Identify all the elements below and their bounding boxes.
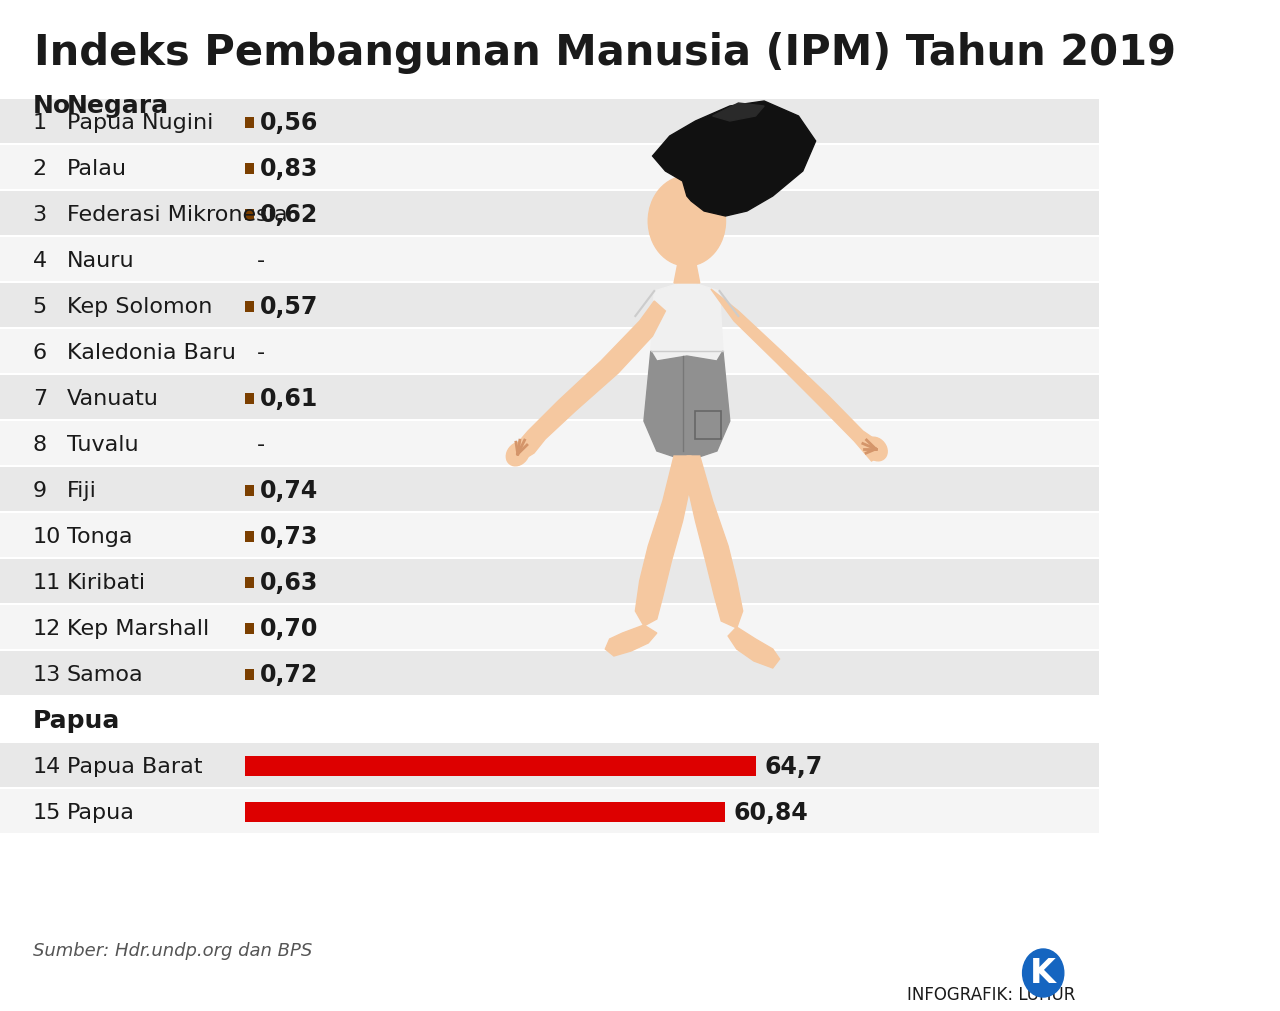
Bar bbox=[244, 117, 255, 128]
Text: Vanuatu: Vanuatu bbox=[67, 388, 159, 408]
Text: INFOGRAFIK: LUHUR: INFOGRAFIK: LUHUR bbox=[906, 985, 1075, 1003]
Text: No: No bbox=[32, 94, 70, 118]
Text: 10: 10 bbox=[32, 527, 61, 547]
Text: Fiji: Fiji bbox=[67, 480, 97, 500]
Text: 60,84: 60,84 bbox=[733, 801, 809, 824]
Text: Kep Solomon: Kep Solomon bbox=[67, 296, 212, 316]
Bar bbox=[0, 284, 1100, 328]
Bar bbox=[244, 164, 255, 174]
Text: 14: 14 bbox=[32, 756, 61, 776]
Text: Sumber: Hdr.undp.org dan BPS: Sumber: Hdr.undp.org dan BPS bbox=[32, 941, 312, 959]
Bar bbox=[695, 411, 721, 440]
Text: 7: 7 bbox=[32, 388, 47, 408]
Bar bbox=[244, 393, 255, 404]
Text: 8: 8 bbox=[32, 435, 47, 455]
Text: Negara: Negara bbox=[67, 94, 169, 118]
Bar bbox=[0, 698, 1100, 741]
Text: 0,57: 0,57 bbox=[260, 295, 319, 318]
Polygon shape bbox=[710, 290, 881, 462]
Bar bbox=[0, 330, 1100, 374]
Polygon shape bbox=[728, 628, 780, 668]
Text: 15: 15 bbox=[32, 802, 61, 822]
Text: Federasi Mikronesia: Federasi Mikronesia bbox=[67, 205, 288, 224]
Text: 6: 6 bbox=[32, 343, 47, 363]
Bar bbox=[244, 531, 255, 542]
Text: 1: 1 bbox=[32, 113, 47, 132]
Text: 12: 12 bbox=[32, 619, 61, 638]
Circle shape bbox=[648, 177, 726, 267]
Polygon shape bbox=[713, 104, 764, 122]
Text: Kiribati: Kiribati bbox=[67, 572, 146, 592]
Bar bbox=[244, 301, 255, 312]
Text: 11: 11 bbox=[32, 572, 61, 592]
Text: Palau: Palau bbox=[67, 159, 127, 179]
Text: -: - bbox=[257, 251, 265, 271]
Bar bbox=[0, 376, 1100, 420]
Text: 13: 13 bbox=[32, 664, 61, 684]
Text: 3: 3 bbox=[32, 205, 47, 224]
Circle shape bbox=[1023, 949, 1064, 997]
Bar bbox=[0, 606, 1100, 649]
Text: 0,73: 0,73 bbox=[260, 525, 319, 548]
Text: Papua: Papua bbox=[67, 802, 134, 822]
Text: 9: 9 bbox=[32, 480, 47, 500]
Bar bbox=[244, 623, 255, 634]
Text: 0,56: 0,56 bbox=[260, 111, 319, 134]
Polygon shape bbox=[515, 301, 666, 462]
Text: Papua: Papua bbox=[32, 709, 120, 732]
Text: 5: 5 bbox=[32, 296, 47, 316]
Text: 4: 4 bbox=[32, 251, 47, 271]
Polygon shape bbox=[635, 457, 691, 627]
Text: Tuvalu: Tuvalu bbox=[67, 435, 138, 455]
Text: 0,63: 0,63 bbox=[260, 570, 319, 594]
Text: 0,83: 0,83 bbox=[260, 157, 319, 181]
Bar bbox=[0, 790, 1100, 833]
Bar bbox=[244, 669, 255, 679]
Polygon shape bbox=[650, 282, 723, 411]
Polygon shape bbox=[644, 352, 730, 462]
Polygon shape bbox=[687, 457, 742, 629]
Bar bbox=[0, 467, 1100, 512]
Bar bbox=[0, 238, 1100, 282]
Text: 0,61: 0,61 bbox=[260, 386, 319, 410]
Bar bbox=[0, 192, 1100, 236]
Text: Kep Marshall: Kep Marshall bbox=[67, 619, 209, 638]
Polygon shape bbox=[605, 626, 657, 656]
Bar bbox=[0, 743, 1100, 788]
Text: 0,74: 0,74 bbox=[260, 478, 319, 502]
Bar bbox=[244, 802, 726, 822]
Text: Tonga: Tonga bbox=[67, 527, 132, 547]
Text: Nauru: Nauru bbox=[67, 251, 134, 271]
Text: Papua Nugini: Papua Nugini bbox=[67, 113, 214, 132]
Text: 0,62: 0,62 bbox=[260, 203, 319, 226]
Text: K: K bbox=[1030, 956, 1056, 990]
Polygon shape bbox=[653, 102, 815, 216]
Bar bbox=[0, 559, 1100, 604]
Text: -: - bbox=[257, 435, 265, 455]
Text: Papua Barat: Papua Barat bbox=[67, 756, 202, 776]
Bar bbox=[244, 485, 255, 496]
Bar bbox=[0, 422, 1100, 465]
Text: 2: 2 bbox=[32, 159, 47, 179]
Text: Kaledonia Baru: Kaledonia Baru bbox=[67, 343, 236, 363]
Bar bbox=[244, 577, 255, 588]
Bar bbox=[0, 146, 1100, 190]
Text: 0,70: 0,70 bbox=[260, 617, 319, 640]
Ellipse shape bbox=[507, 443, 529, 466]
Text: -: - bbox=[257, 343, 265, 363]
Bar bbox=[0, 651, 1100, 696]
Text: Samoa: Samoa bbox=[67, 664, 143, 684]
Text: Indeks Pembangunan Manusia (IPM) Tahun 2019: Indeks Pembangunan Manusia (IPM) Tahun 2… bbox=[35, 32, 1176, 74]
Bar bbox=[244, 756, 755, 776]
Bar bbox=[0, 514, 1100, 557]
Bar bbox=[244, 209, 255, 220]
Ellipse shape bbox=[864, 438, 887, 461]
Text: 64,7: 64,7 bbox=[764, 754, 823, 778]
Bar bbox=[0, 100, 1100, 144]
Text: 0,72: 0,72 bbox=[260, 662, 319, 686]
Polygon shape bbox=[675, 257, 700, 284]
